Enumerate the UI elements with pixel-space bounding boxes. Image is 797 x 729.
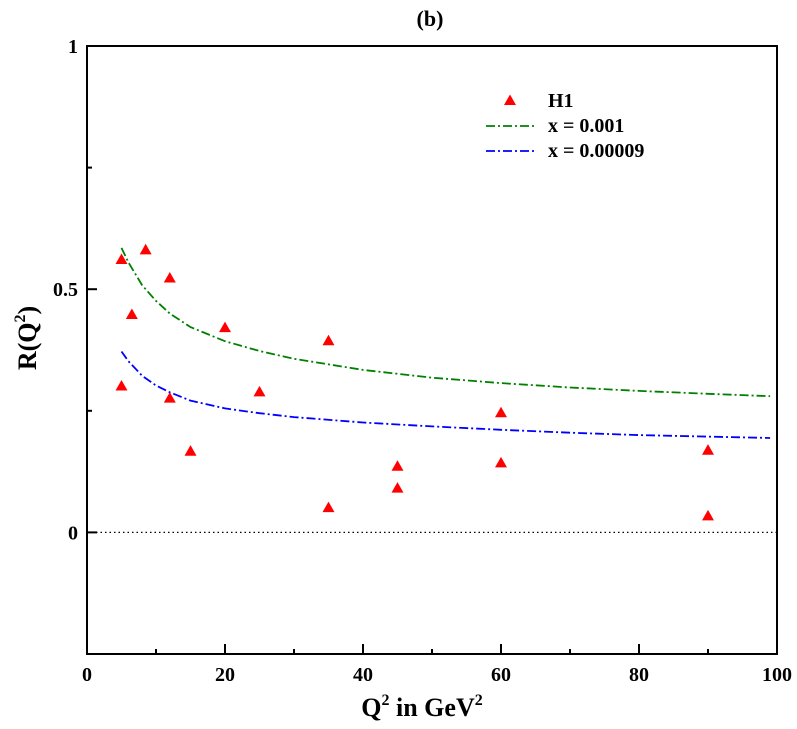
legend-marker xyxy=(504,94,516,106)
data-point xyxy=(702,509,714,521)
legend-label: x = 0.001 xyxy=(548,115,624,137)
legend-label: x = 0.00009 xyxy=(548,140,644,162)
data-point xyxy=(184,445,197,456)
x-tick-label: 60 xyxy=(491,664,511,686)
y-axis-label: R(Q2) xyxy=(12,306,42,370)
data-point xyxy=(702,444,714,455)
data-point xyxy=(253,385,266,397)
x-tick-label: 80 xyxy=(629,664,649,686)
data-point xyxy=(391,460,404,471)
series-line-2 xyxy=(120,350,771,439)
plot-frame xyxy=(86,45,778,655)
data-point xyxy=(495,406,507,418)
chart-title: (b) xyxy=(417,6,444,31)
y-tick-label: 0 xyxy=(68,522,78,544)
data-point xyxy=(322,334,335,346)
x-tick-label: 100 xyxy=(762,664,792,686)
x-tick-label: 20 xyxy=(215,664,235,686)
data-point xyxy=(163,271,176,283)
data-point xyxy=(219,321,231,333)
data-point xyxy=(391,482,404,493)
axis-ticks: 0 20 40 60 80 100 0 0.5 1 xyxy=(53,36,792,686)
data-point xyxy=(322,501,335,513)
data-point xyxy=(115,379,128,391)
data-point xyxy=(495,456,507,468)
y-tick-label: 1 xyxy=(68,36,78,58)
plot-area xyxy=(87,243,777,534)
legend: H1 x = 0.001 x = 0.00009 xyxy=(486,90,644,162)
x-tick-label: 40 xyxy=(353,664,373,686)
x-tick-label: 0 xyxy=(82,664,92,686)
legend-label: H1 xyxy=(548,90,574,112)
data-point xyxy=(163,392,176,403)
y-tick-label: 0.5 xyxy=(53,279,78,301)
x-axis-label: Q2 in GeV2 xyxy=(361,692,482,722)
data-point xyxy=(139,243,152,255)
data-point xyxy=(115,253,128,265)
data-point xyxy=(125,308,138,320)
series-line-1 xyxy=(120,247,771,398)
